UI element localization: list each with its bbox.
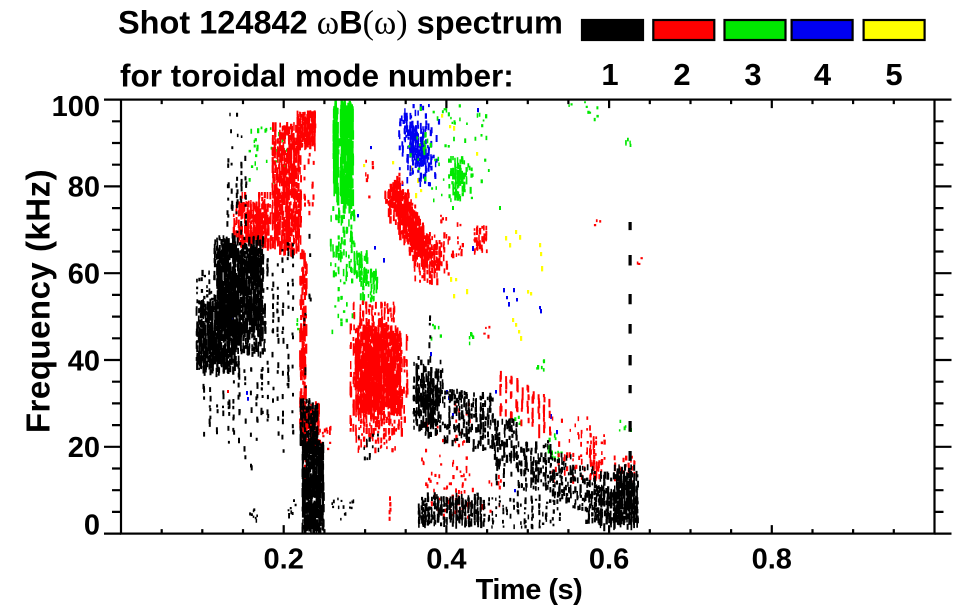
svg-text:0.4: 0.4 [426,544,466,576]
svg-text:100: 100 [52,91,100,123]
svg-text:5: 5 [885,57,902,92]
svg-text:1: 1 [601,57,618,92]
svg-text:60: 60 [68,259,100,291]
svg-text:80: 80 [68,171,100,203]
svg-text:40: 40 [68,345,100,377]
svg-text:2: 2 [673,57,690,92]
svg-text:0.2: 0.2 [264,544,304,576]
svg-text:20: 20 [68,432,100,464]
svg-text:Time (s): Time (s) [476,574,583,606]
svg-text:Shot 124842 ωB(ω) spectrum: Shot 124842 ωB(ω) spectrum [118,5,563,42]
svg-text:Frequency (kHz): Frequency (kHz) [20,169,57,433]
svg-text:0: 0 [84,510,100,542]
svg-text:4: 4 [814,57,832,92]
svg-text:0.6: 0.6 [589,544,629,576]
svg-text:for toroidal mode number:: for toroidal mode number: [120,57,514,93]
svg-text:0.8: 0.8 [752,544,792,576]
svg-text:3: 3 [744,57,761,92]
